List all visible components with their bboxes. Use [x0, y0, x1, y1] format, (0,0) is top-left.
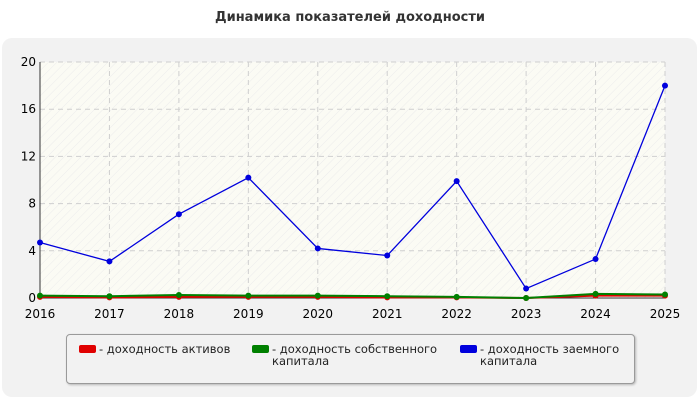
x-tick-label: 2017 [94, 307, 125, 321]
data-point-2 [175, 211, 182, 218]
x-tick-label: 2024 [580, 307, 611, 321]
data-point-2 [384, 252, 391, 259]
data-point-1 [662, 291, 668, 298]
legend-label-borrowed: - доходность заемного капитала [480, 342, 620, 368]
data-point-1 [245, 292, 252, 299]
series-layer [37, 82, 668, 301]
data-point-1 [384, 293, 391, 300]
tick-labels: 0 4 8 12 16 20 2016 2017 2018 2019 2020 2021 2022 202… [21, 55, 681, 321]
x-tick-label: 2020 [303, 307, 334, 321]
x-tick-label: 2023 [511, 307, 542, 321]
grid [40, 61, 666, 298]
data-point-2 [314, 245, 321, 252]
y-tick-label: 4 [28, 244, 36, 258]
series-line-2 [39, 85, 666, 290]
data-point-1 [453, 293, 460, 300]
data-point-2 [662, 82, 668, 89]
data-point-1 [523, 295, 530, 301]
legend-label-equity: - доходность собственного капитала [272, 342, 438, 368]
legend-swatch-assets [79, 345, 96, 353]
y-tick-label: 8 [28, 197, 36, 211]
x-tick-label: 2022 [441, 307, 472, 321]
x-tick-label: 2025 [650, 307, 681, 321]
x-tick-label: 2016 [25, 307, 56, 321]
y-tick-label: 16 [21, 102, 36, 116]
data-point-2 [106, 258, 113, 265]
data-point-2 [37, 239, 43, 246]
data-point-1 [592, 290, 599, 297]
y-tick-label: 0 [28, 291, 36, 305]
x-tick-label: 2021 [372, 307, 403, 321]
y-tick-label: 20 [21, 55, 36, 69]
data-point-1 [37, 292, 43, 299]
data-point-1 [175, 292, 182, 299]
legend-label-assets: - доходность активов [99, 342, 231, 356]
x-tick-label: 2018 [164, 307, 195, 321]
y-tick-label: 12 [21, 149, 36, 163]
legend: - доходность активов - доходность собств… [66, 334, 635, 384]
data-point-2 [453, 178, 460, 185]
plot-area [40, 62, 665, 298]
data-point-2 [245, 174, 252, 181]
legend-swatch-equity [252, 345, 269, 353]
data-point-2 [592, 256, 599, 263]
data-point-2 [523, 285, 530, 292]
legend-swatch-borrowed [460, 345, 477, 353]
data-point-1 [106, 293, 113, 300]
x-tick-label: 2019 [233, 307, 264, 321]
series-line-1 [39, 292, 666, 300]
data-point-1 [314, 292, 321, 299]
chart-title: Динамика показателей доходности [215, 10, 485, 25]
